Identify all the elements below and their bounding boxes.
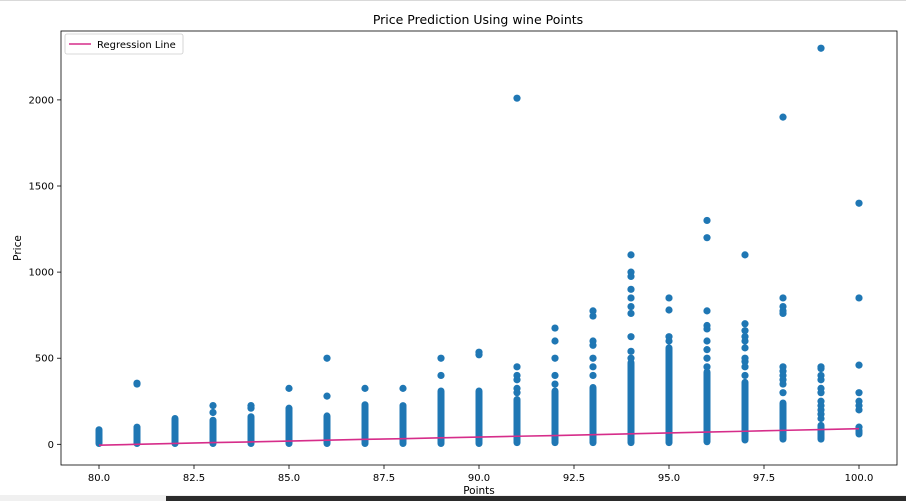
scatter-point bbox=[779, 113, 787, 121]
scatter-point bbox=[247, 404, 255, 412]
scatter-point bbox=[589, 363, 597, 371]
scatter-point bbox=[627, 354, 635, 362]
scatter-point bbox=[589, 312, 597, 320]
y-tick-label: 500 bbox=[35, 354, 54, 365]
scatter-point bbox=[589, 307, 597, 315]
regression-line bbox=[98, 427, 860, 446]
legend: Regression Line bbox=[64, 33, 184, 55]
x-tick-label: 97.5 bbox=[753, 473, 775, 484]
scatter-point bbox=[741, 320, 749, 328]
scatter-point bbox=[855, 406, 863, 414]
scatter-point bbox=[437, 371, 445, 380]
scatter-point bbox=[589, 354, 597, 362]
scatter-point bbox=[589, 371, 597, 380]
scatter-point bbox=[665, 306, 673, 314]
y-axis-label: Price bbox=[12, 235, 24, 261]
scatter-point bbox=[855, 423, 863, 431]
scatter-point bbox=[627, 347, 635, 355]
scatter-point bbox=[703, 337, 711, 345]
x-tick-label: 95.0 bbox=[658, 473, 680, 484]
x-tick-label: 100.0 bbox=[845, 473, 874, 484]
scatter-point bbox=[855, 199, 863, 207]
scatter-point bbox=[551, 371, 559, 380]
scatter-point bbox=[741, 344, 749, 352]
y-tick-label: 1500 bbox=[29, 182, 54, 193]
scatter-point bbox=[703, 234, 711, 242]
horizontal-scrollbar-thumb[interactable] bbox=[166, 496, 906, 501]
x-axis-label: Points bbox=[463, 485, 495, 497]
scatter-point bbox=[741, 358, 749, 366]
scatter-point bbox=[665, 294, 673, 302]
x-tick-label: 80.0 bbox=[88, 473, 110, 484]
scatter-point bbox=[779, 309, 787, 318]
scatter-point bbox=[817, 389, 825, 397]
scatter-point bbox=[855, 294, 863, 302]
scatter-point bbox=[817, 364, 825, 373]
scatter-point bbox=[665, 337, 673, 345]
scatter-point bbox=[627, 251, 635, 259]
chart-title: Price Prediction Using wine Points bbox=[373, 12, 583, 27]
scatter-point bbox=[589, 341, 597, 349]
scatter-point bbox=[551, 354, 559, 362]
scatter-point bbox=[741, 251, 749, 259]
x-tick-label: 82.5 bbox=[183, 473, 205, 484]
scatter-point bbox=[133, 380, 141, 388]
legend-box bbox=[64, 33, 184, 55]
scatter-point bbox=[855, 389, 863, 397]
scatter-point bbox=[513, 94, 521, 102]
scatter-point bbox=[475, 351, 483, 359]
scatter-point bbox=[513, 376, 521, 384]
scatter-point bbox=[779, 389, 787, 397]
scatter-point bbox=[551, 324, 559, 332]
scatter-point bbox=[703, 307, 711, 315]
scatter-point bbox=[551, 337, 559, 345]
scatter-point bbox=[703, 325, 711, 333]
x-tick-label: 90.0 bbox=[468, 473, 490, 484]
window-top-border bbox=[0, 0, 906, 1]
scatter-point bbox=[627, 309, 635, 318]
x-tick-label: 92.5 bbox=[563, 473, 585, 484]
scatter-point bbox=[779, 380, 787, 388]
scatter-point bbox=[779, 294, 787, 302]
scatter-point bbox=[285, 384, 293, 392]
scatter-point bbox=[323, 392, 331, 400]
scatter-point bbox=[627, 272, 635, 281]
scatter-point bbox=[703, 363, 711, 371]
scatter-point bbox=[817, 44, 825, 52]
scatter-point bbox=[399, 384, 407, 392]
scatter-point bbox=[551, 380, 559, 388]
y-tick-label: 2000 bbox=[29, 95, 54, 106]
scatter-point bbox=[855, 361, 863, 369]
scatter-point bbox=[209, 401, 217, 410]
scatter-point bbox=[361, 384, 369, 392]
scatter-point bbox=[741, 363, 749, 371]
scatter-point bbox=[703, 346, 711, 354]
scatter-point bbox=[741, 371, 749, 380]
legend-entry-regression-line: Regression Line bbox=[97, 40, 176, 51]
scatter-point bbox=[323, 354, 331, 362]
x-axis: 80.0 82.5 85.0 87.5 90.0 92.5 95.0 97.5 100.0 bbox=[88, 465, 873, 484]
scatter-point bbox=[209, 408, 217, 417]
scatter-point bbox=[741, 337, 749, 345]
scatter-point bbox=[627, 333, 635, 341]
scatter-point bbox=[817, 376, 825, 384]
scatter-point bbox=[513, 389, 521, 397]
scatter-point bbox=[703, 354, 711, 362]
scatter-point bbox=[627, 285, 635, 293]
scatter-point bbox=[703, 216, 711, 225]
scatter-point bbox=[627, 302, 635, 311]
y-tick-label: 1000 bbox=[29, 268, 54, 279]
scatter-point bbox=[513, 363, 521, 371]
scatter-point bbox=[437, 354, 445, 362]
scatter-point bbox=[627, 294, 635, 302]
y-tick-label: 0 bbox=[48, 440, 54, 451]
y-axis: 0 500 1000 1500 2000 bbox=[29, 95, 61, 451]
scatter-point bbox=[817, 414, 825, 423]
x-tick-label: 87.5 bbox=[373, 473, 395, 484]
scatter-point bbox=[741, 327, 749, 335]
x-tick-label: 85.0 bbox=[278, 473, 300, 484]
